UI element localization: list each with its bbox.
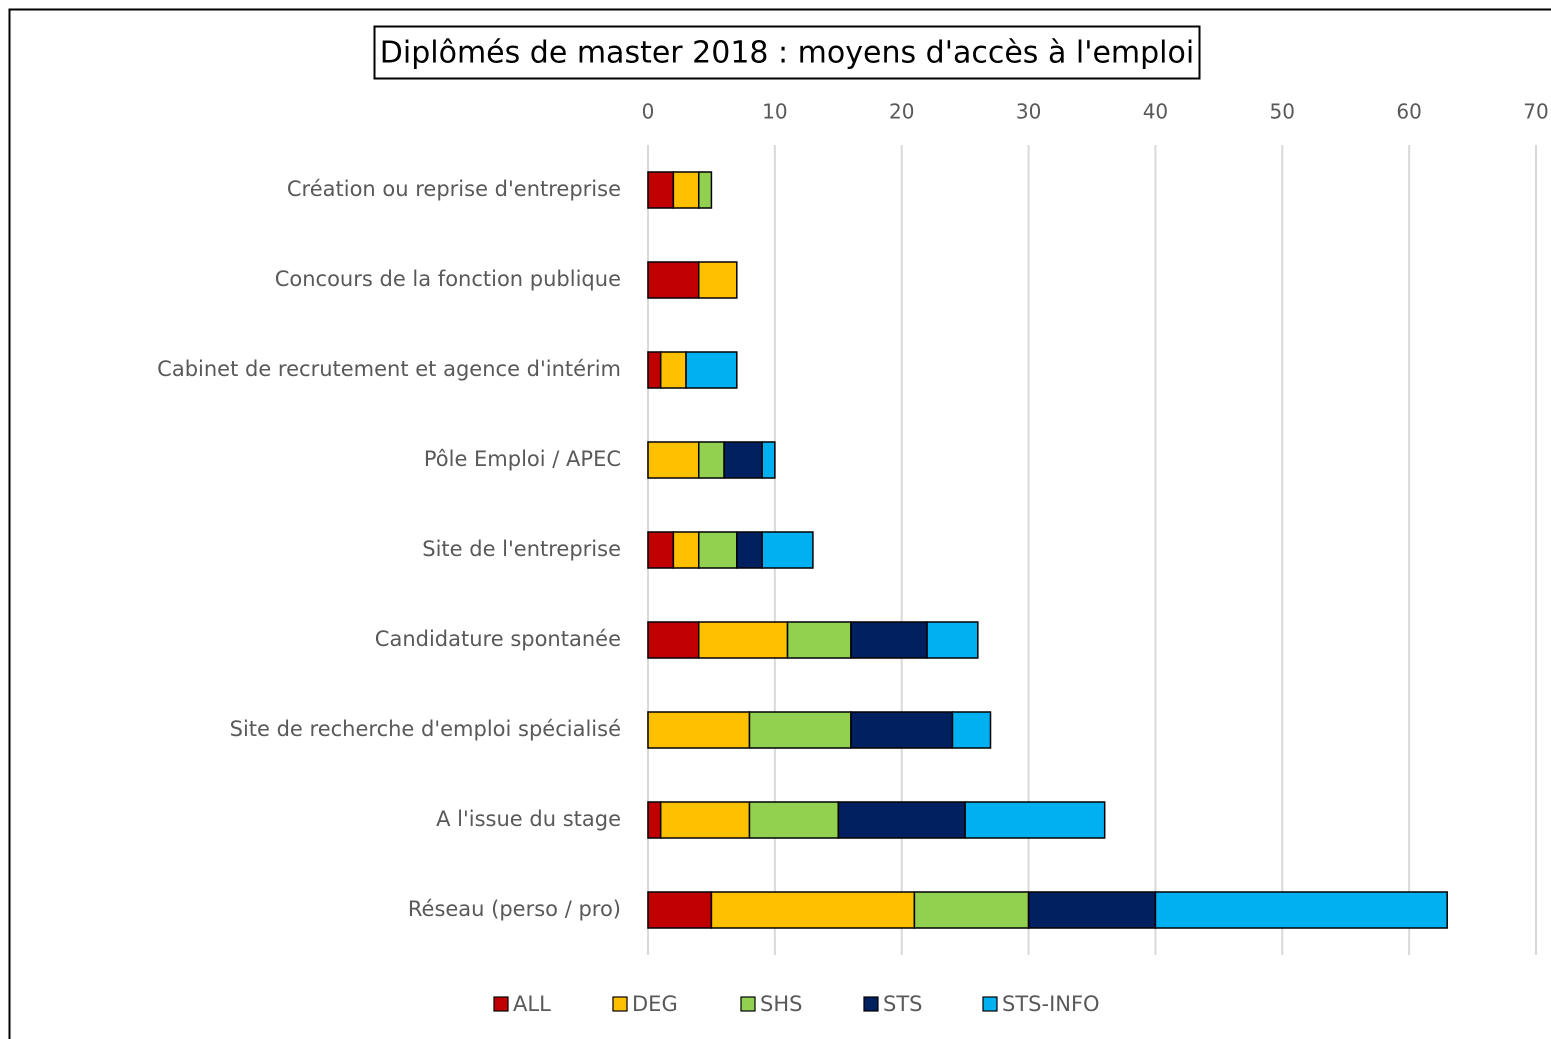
bar-segment (672, 171, 700, 209)
x-tick-label: 40 (1143, 100, 1168, 124)
x-tick-label: 30 (1016, 100, 1041, 124)
bar-segment (837, 801, 966, 839)
bar-segment (951, 711, 992, 749)
bar-segment (647, 441, 700, 479)
bar-segment (647, 351, 662, 389)
bar-segment (964, 801, 1106, 839)
bar-segment (761, 441, 776, 479)
bar-segment (659, 351, 687, 389)
legend-label: DEG (632, 992, 678, 1016)
bar-segment (748, 711, 852, 749)
bar-segment (697, 441, 725, 479)
y-tick-label: Candidature spontanée (375, 627, 621, 651)
chart-title: Diplômés de master 2018 : moyens d'accès… (380, 36, 1194, 71)
bar-segment (647, 171, 675, 209)
legend-swatch (982, 996, 998, 1012)
bar-segment (710, 891, 916, 929)
bar-segment (850, 621, 928, 659)
legend-swatch (493, 996, 509, 1012)
bar-segment (1027, 891, 1157, 929)
bar-segment (647, 891, 713, 929)
bar-segment (697, 531, 738, 569)
bar-segment (1154, 891, 1448, 929)
bar-segment (672, 531, 700, 569)
legend-swatch (863, 996, 879, 1012)
y-tick-label: A l'issue du stage (436, 807, 621, 831)
x-tick-label: 20 (889, 100, 914, 124)
bar-segment (697, 171, 713, 209)
y-tick-label: Site de recherche d'emploi spécialisé (230, 717, 621, 741)
bar-segment (659, 801, 751, 839)
legend-swatch (612, 996, 628, 1012)
bar-segment (685, 351, 738, 389)
x-tick-label: 10 (762, 100, 787, 124)
x-tick-label: 0 (642, 100, 655, 124)
legend-swatch (740, 996, 756, 1012)
bar-segment (926, 621, 979, 659)
y-tick-label: Réseau (perso / pro) (408, 897, 621, 921)
x-tick-label: 60 (1396, 100, 1421, 124)
legend-label: SHS (760, 992, 802, 1016)
x-tick-label: 50 (1270, 100, 1295, 124)
bar-segment (761, 531, 814, 569)
bar-segment (913, 891, 1030, 929)
bar-segment (723, 441, 763, 479)
x-tick-label: 70 (1523, 100, 1548, 124)
title-box (373, 25, 1201, 80)
chart-frame (8, 8, 1551, 1039)
y-tick-label: Création ou reprise d'entreprise (287, 177, 621, 201)
legend-label: STS-INFO (1002, 992, 1100, 1016)
bar-segment (647, 621, 700, 659)
legend-label: ALL (513, 992, 551, 1016)
bar-segment (736, 531, 763, 569)
bar-segment (697, 261, 738, 299)
y-tick-label: Pôle Emploi / APEC (424, 447, 621, 471)
bar-segment (647, 261, 700, 299)
legend-label: STS (883, 992, 923, 1016)
bar-segment (647, 531, 675, 569)
bar-segment (647, 801, 662, 839)
y-tick-label: Site de l'entreprise (422, 537, 621, 561)
bar-segment (850, 711, 954, 749)
bar-segment (748, 801, 840, 839)
bar-segment (786, 621, 852, 659)
y-tick-label: Cabinet de recrutement et agence d'intér… (157, 357, 621, 381)
y-tick-label: Concours de la fonction publique (275, 267, 621, 291)
bar-segment (647, 711, 751, 749)
bar-segment (697, 621, 789, 659)
